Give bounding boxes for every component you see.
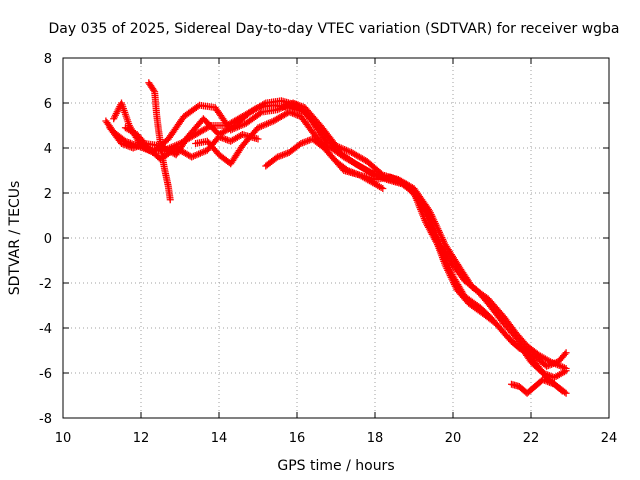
x-axis-label: GPS time / hours xyxy=(277,458,394,474)
y-axis-label: SDTVAR / TECUs xyxy=(7,181,23,296)
x-tick-labels: 10 12 14 16 18 20 22 24 xyxy=(55,431,618,446)
series-track-7 xyxy=(262,135,387,192)
y-tick-label: 6 xyxy=(44,97,52,112)
data-point xyxy=(562,349,570,357)
y-tick-label: -8 xyxy=(39,412,52,427)
x-tick-label: 12 xyxy=(133,431,150,446)
x-tick-label: 20 xyxy=(445,431,462,446)
data-point xyxy=(260,100,268,108)
chart-title: Day 035 of 2025, Sidereal Day-to-day VTE… xyxy=(48,21,619,37)
grid xyxy=(63,58,609,418)
x-tick-label: 10 xyxy=(55,431,72,446)
series-track-6 xyxy=(121,124,262,163)
data-point xyxy=(254,135,262,143)
x-tick-label: 18 xyxy=(367,431,384,446)
data-point xyxy=(377,184,385,192)
y-tick-label: -2 xyxy=(39,277,52,292)
x-tick-label: 24 xyxy=(601,431,618,446)
y-tick-label: 4 xyxy=(44,142,52,157)
series-track-4 xyxy=(192,108,566,395)
y-tick-label: 2 xyxy=(44,187,52,202)
y-tick-label: 0 xyxy=(44,232,52,247)
x-tick-label: 16 xyxy=(289,431,306,446)
y-tick-labels: -8 -6 -4 -2 0 2 4 6 8 xyxy=(39,52,52,427)
data-point xyxy=(366,168,374,176)
series-track-2 xyxy=(106,97,570,370)
data-point xyxy=(150,86,158,94)
data-point xyxy=(561,388,569,396)
x-tick-label: 22 xyxy=(523,431,540,446)
series-track-8 xyxy=(508,376,570,397)
data-point xyxy=(379,185,387,192)
data-point xyxy=(256,109,264,117)
data-point xyxy=(562,365,570,372)
data-point xyxy=(166,196,174,204)
data-point xyxy=(562,389,570,397)
data-markers xyxy=(102,79,570,397)
y-tick-label: 8 xyxy=(44,52,52,67)
data-point xyxy=(561,350,569,358)
x-tick-label: 14 xyxy=(211,431,228,446)
y-tick-label: -6 xyxy=(39,367,52,382)
series-track-5 xyxy=(145,79,174,204)
y-tick-label: -4 xyxy=(39,322,52,337)
axis-ticks xyxy=(62,57,610,419)
